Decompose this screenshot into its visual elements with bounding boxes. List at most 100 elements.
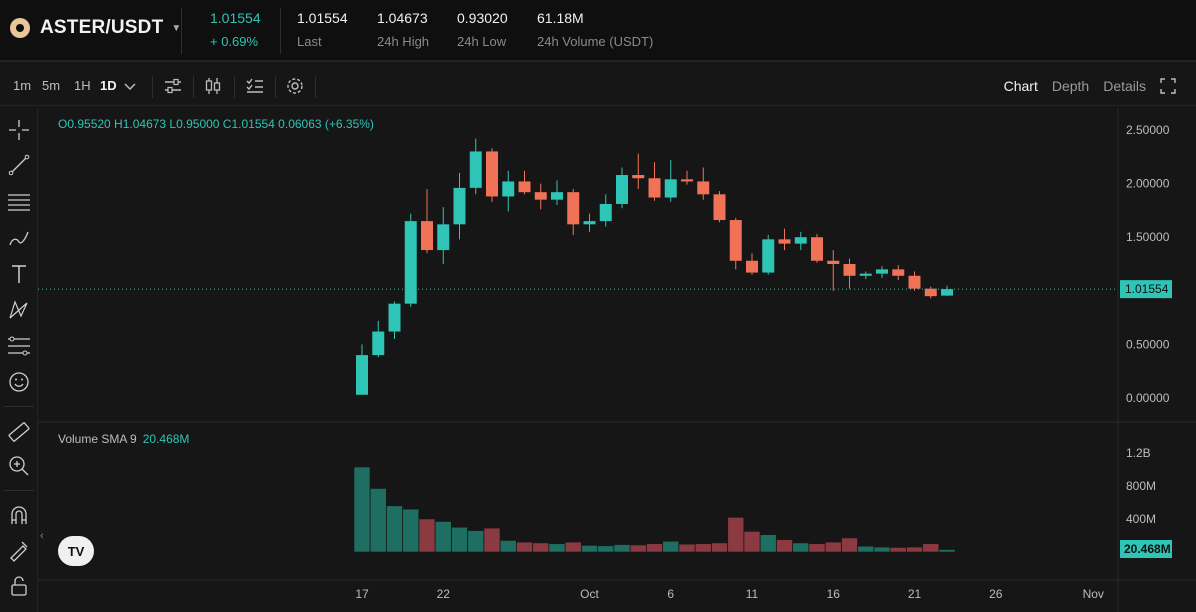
brush-icon[interactable] bbox=[7, 226, 31, 250]
gear-icon[interactable] bbox=[284, 76, 306, 96]
volume-bar bbox=[808, 543, 826, 553]
volume-bar bbox=[402, 508, 420, 553]
volume-bar bbox=[759, 534, 777, 553]
volume-bar bbox=[646, 543, 663, 553]
candle-body bbox=[486, 151, 498, 197]
candle-body bbox=[794, 237, 807, 244]
last-volume-label: 20.468M bbox=[1124, 542, 1171, 556]
header-divider bbox=[280, 8, 281, 54]
price-chart[interactable]: 2.500002.000001.500001.000000.500000.000… bbox=[38, 108, 1196, 612]
volume-bar bbox=[873, 546, 891, 553]
stat-24h-low: 0.93020 24h Low bbox=[457, 10, 508, 49]
fib-tool-icon[interactable] bbox=[7, 334, 31, 358]
volume-bar bbox=[532, 542, 550, 553]
tab-chart[interactable]: Chart bbox=[1003, 78, 1038, 94]
time-tick-label: Nov bbox=[1083, 587, 1104, 601]
volume-bar bbox=[613, 544, 631, 553]
volume-bar bbox=[353, 466, 371, 553]
time-tick-label: 6 bbox=[667, 587, 674, 601]
volume-legend-value: 20.468M bbox=[142, 432, 190, 446]
zoom-in-icon[interactable] bbox=[7, 454, 31, 478]
candle-body bbox=[632, 175, 645, 179]
pattern-tool-icon[interactable] bbox=[7, 298, 31, 322]
volume-bar bbox=[548, 543, 566, 553]
time-tick-label: 17 bbox=[355, 587, 369, 601]
last-price-tag bbox=[1120, 280, 1172, 299]
volume-bar bbox=[662, 540, 680, 553]
candle-body bbox=[534, 192, 547, 200]
chevron-left-icon[interactable]: ‹ bbox=[40, 530, 44, 542]
time-tick-label: 26 bbox=[989, 587, 1003, 601]
indicators-icon[interactable] bbox=[162, 76, 184, 96]
volume-tick-label: 400M bbox=[1126, 512, 1156, 526]
trend-line-icon[interactable] bbox=[7, 153, 31, 177]
lock-drawing-icon[interactable] bbox=[7, 538, 31, 562]
toolbar-divider bbox=[193, 76, 194, 98]
stat-value: 1.04673 bbox=[377, 10, 428, 26]
candle-body bbox=[551, 192, 563, 200]
time-tick-label: 22 bbox=[437, 587, 451, 601]
volume-bar bbox=[776, 539, 793, 553]
checklist-icon[interactable] bbox=[244, 76, 266, 96]
candle-body bbox=[778, 239, 791, 244]
stat-value: 61.18M bbox=[537, 10, 584, 26]
volume-bar bbox=[564, 541, 582, 553]
volume-bar bbox=[694, 543, 712, 553]
candle-body bbox=[697, 181, 710, 195]
stat-label: 24h High bbox=[377, 34, 430, 49]
volume-bar bbox=[418, 518, 436, 553]
interval-1m[interactable]: 1m bbox=[13, 78, 32, 93]
caret-down-icon[interactable]: ▼ bbox=[171, 22, 182, 34]
candle-body bbox=[583, 221, 596, 225]
volume-bar bbox=[597, 545, 615, 553]
candle-body bbox=[681, 179, 693, 182]
stat-last: 1.01554 Last bbox=[297, 10, 348, 49]
candlestick-type-icon[interactable] bbox=[202, 76, 224, 96]
interval-1d[interactable]: 1D bbox=[100, 78, 117, 93]
interval-1h[interactable]: 1H bbox=[74, 78, 91, 93]
candle-body bbox=[843, 264, 856, 276]
toolbar-divider bbox=[152, 76, 153, 98]
chevron-down-icon[interactable] bbox=[122, 78, 138, 94]
current-price: 1.01554 bbox=[210, 10, 261, 26]
pair-selector[interactable]: ASTER/USDT ▼ bbox=[10, 17, 181, 39]
candle-body bbox=[372, 331, 385, 356]
text-tool-icon[interactable] bbox=[7, 262, 31, 286]
volume-bar bbox=[369, 488, 387, 553]
magnet-icon[interactable] bbox=[7, 504, 31, 528]
candle-body bbox=[502, 181, 515, 197]
rail-divider bbox=[4, 406, 34, 407]
interval-5m[interactable]: 5m bbox=[42, 78, 61, 93]
volume-legend: Volume SMA 9 20.468M bbox=[58, 432, 189, 446]
crosshair-icon[interactable] bbox=[7, 118, 31, 142]
time-tick-label: Oct bbox=[580, 587, 599, 601]
candle-body bbox=[876, 269, 888, 274]
candle-body bbox=[664, 179, 677, 198]
volume-bar bbox=[451, 526, 468, 553]
price-tick-label: 0.50000 bbox=[1126, 337, 1170, 351]
lock-icon[interactable] bbox=[7, 574, 31, 598]
volume-bar bbox=[743, 531, 761, 553]
toolbar-divider bbox=[315, 76, 316, 98]
toolbar-divider bbox=[234, 76, 235, 98]
candle-body bbox=[356, 355, 368, 395]
candle-body bbox=[388, 303, 401, 332]
stat-24h-volume: 61.18M 24h Volume (USDT) bbox=[537, 10, 653, 49]
ruler-icon[interactable] bbox=[7, 420, 31, 444]
stat-label: 24h Volume (USDT) bbox=[537, 34, 654, 49]
fullscreen-icon[interactable] bbox=[1160, 78, 1176, 94]
tab-details[interactable]: Details bbox=[1103, 78, 1146, 94]
candle-body bbox=[453, 187, 466, 225]
candle-body bbox=[729, 220, 742, 261]
horizontal-lines-icon[interactable] bbox=[7, 190, 31, 214]
volume-bar bbox=[516, 541, 533, 553]
volume-bar bbox=[434, 521, 452, 553]
emoji-icon[interactable] bbox=[7, 370, 31, 394]
volume-bar bbox=[727, 517, 745, 553]
volume-bar bbox=[889, 547, 907, 553]
candle-body bbox=[421, 221, 433, 251]
volume-tick-label: 800M bbox=[1126, 479, 1156, 493]
tab-depth[interactable]: Depth bbox=[1051, 78, 1090, 94]
price-change: + 0.69% bbox=[210, 34, 259, 49]
volume-bar bbox=[467, 530, 485, 553]
